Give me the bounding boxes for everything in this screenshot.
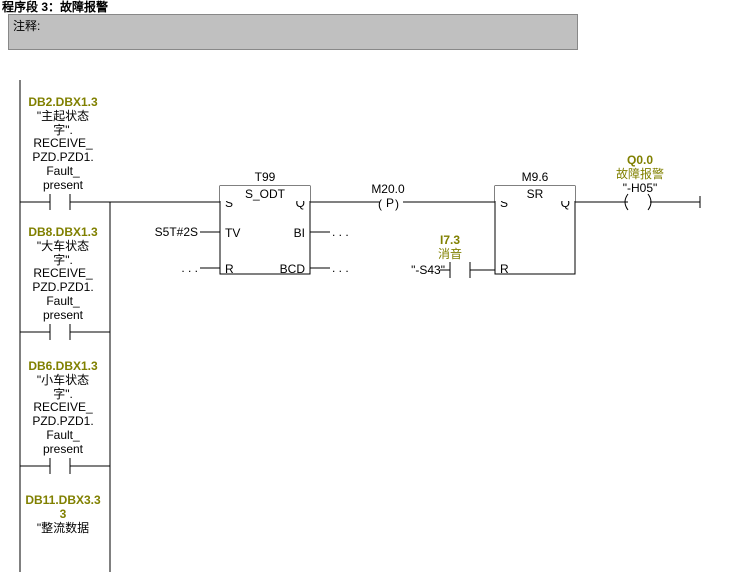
timer-bcd-out: . . . xyxy=(332,261,349,275)
outcoil-sym: "-H05" xyxy=(600,182,680,196)
contact-line: Fault_ xyxy=(22,295,104,309)
contact-line: Fault_ xyxy=(22,165,104,179)
svg-text:BCD: BCD xyxy=(280,262,306,276)
contact-line: present xyxy=(22,179,104,193)
svg-text:BI: BI xyxy=(294,226,305,240)
contact-line: present xyxy=(22,443,104,457)
contact-line: 字". xyxy=(22,388,104,402)
contact-addr2: 3 xyxy=(22,508,104,522)
mute-labels: I7.3 消音 xyxy=(420,234,480,262)
outcoil-txt: 故障报警 xyxy=(600,168,680,182)
timer-r-input: . . . xyxy=(158,261,198,275)
timer-bi-out: . . . xyxy=(332,225,349,239)
contact-addr: DB6.DBX1.3 xyxy=(22,360,104,374)
timer-tv-input: S5T#2S xyxy=(148,225,198,239)
sr-type: SR xyxy=(495,186,575,201)
contact-line: RECEIVE_ xyxy=(22,267,104,281)
svg-text:(: ( xyxy=(378,197,382,211)
ladder-svg: S Q TV BI R BCD ( P ) S Q R xyxy=(0,0,732,572)
outcoil-addr: Q0.0 xyxy=(600,154,680,168)
contact-line: RECEIVE_ xyxy=(22,401,104,415)
outcoil-labels: Q0.0 故障报警 "-H05" xyxy=(600,154,680,195)
contact-3-labels: DB6.DBX1.3 "小车状态 字". RECEIVE_ PZD.PZD1. … xyxy=(22,360,104,457)
svg-text:): ) xyxy=(395,197,399,211)
svg-text:R: R xyxy=(500,262,509,276)
contact-addr: DB8.DBX1.3 xyxy=(22,226,104,240)
contact-line: RECEIVE_ xyxy=(22,137,104,151)
contact-line: "整流数据 xyxy=(22,522,104,536)
contact-1-labels: DB2.DBX1.3 "主起状态 字". RECEIVE_ PZD.PZD1. … xyxy=(22,96,104,193)
pulse-label: M20.0 xyxy=(358,182,418,196)
mute-sym: "-S43" xyxy=(395,263,445,277)
contact-line: Fault_ xyxy=(22,429,104,443)
contact-line: 字". xyxy=(22,254,104,268)
sr-addr: M9.6 xyxy=(495,170,575,184)
svg-text:P: P xyxy=(386,196,394,210)
svg-text:R: R xyxy=(225,262,234,276)
contact-line: 字". xyxy=(22,124,104,138)
timer-type: S_ODT xyxy=(220,186,310,201)
contact-4-labels: DB11.DBX3.3 3 "整流数据 xyxy=(22,494,104,535)
contact-line: present xyxy=(22,309,104,323)
contact-line: "主起状态 xyxy=(22,110,104,124)
contact-2-labels: DB8.DBX1.3 "大车状态 字". RECEIVE_ PZD.PZD1. … xyxy=(22,226,104,323)
contact-addr: DB11.DBX3.3 xyxy=(22,494,104,508)
mute-addr: I7.3 xyxy=(420,234,480,248)
contact-line: PZD.PZD1. xyxy=(22,281,104,295)
contact-addr: DB2.DBX1.3 xyxy=(22,96,104,110)
timer-addr: T99 xyxy=(220,170,310,184)
contact-line: "大车状态 xyxy=(22,240,104,254)
contact-line: PZD.PZD1. xyxy=(22,151,104,165)
mute-txt: 消音 xyxy=(420,248,480,262)
svg-text:TV: TV xyxy=(225,226,240,240)
contact-line: "小车状态 xyxy=(22,374,104,388)
contact-line: PZD.PZD1. xyxy=(22,415,104,429)
